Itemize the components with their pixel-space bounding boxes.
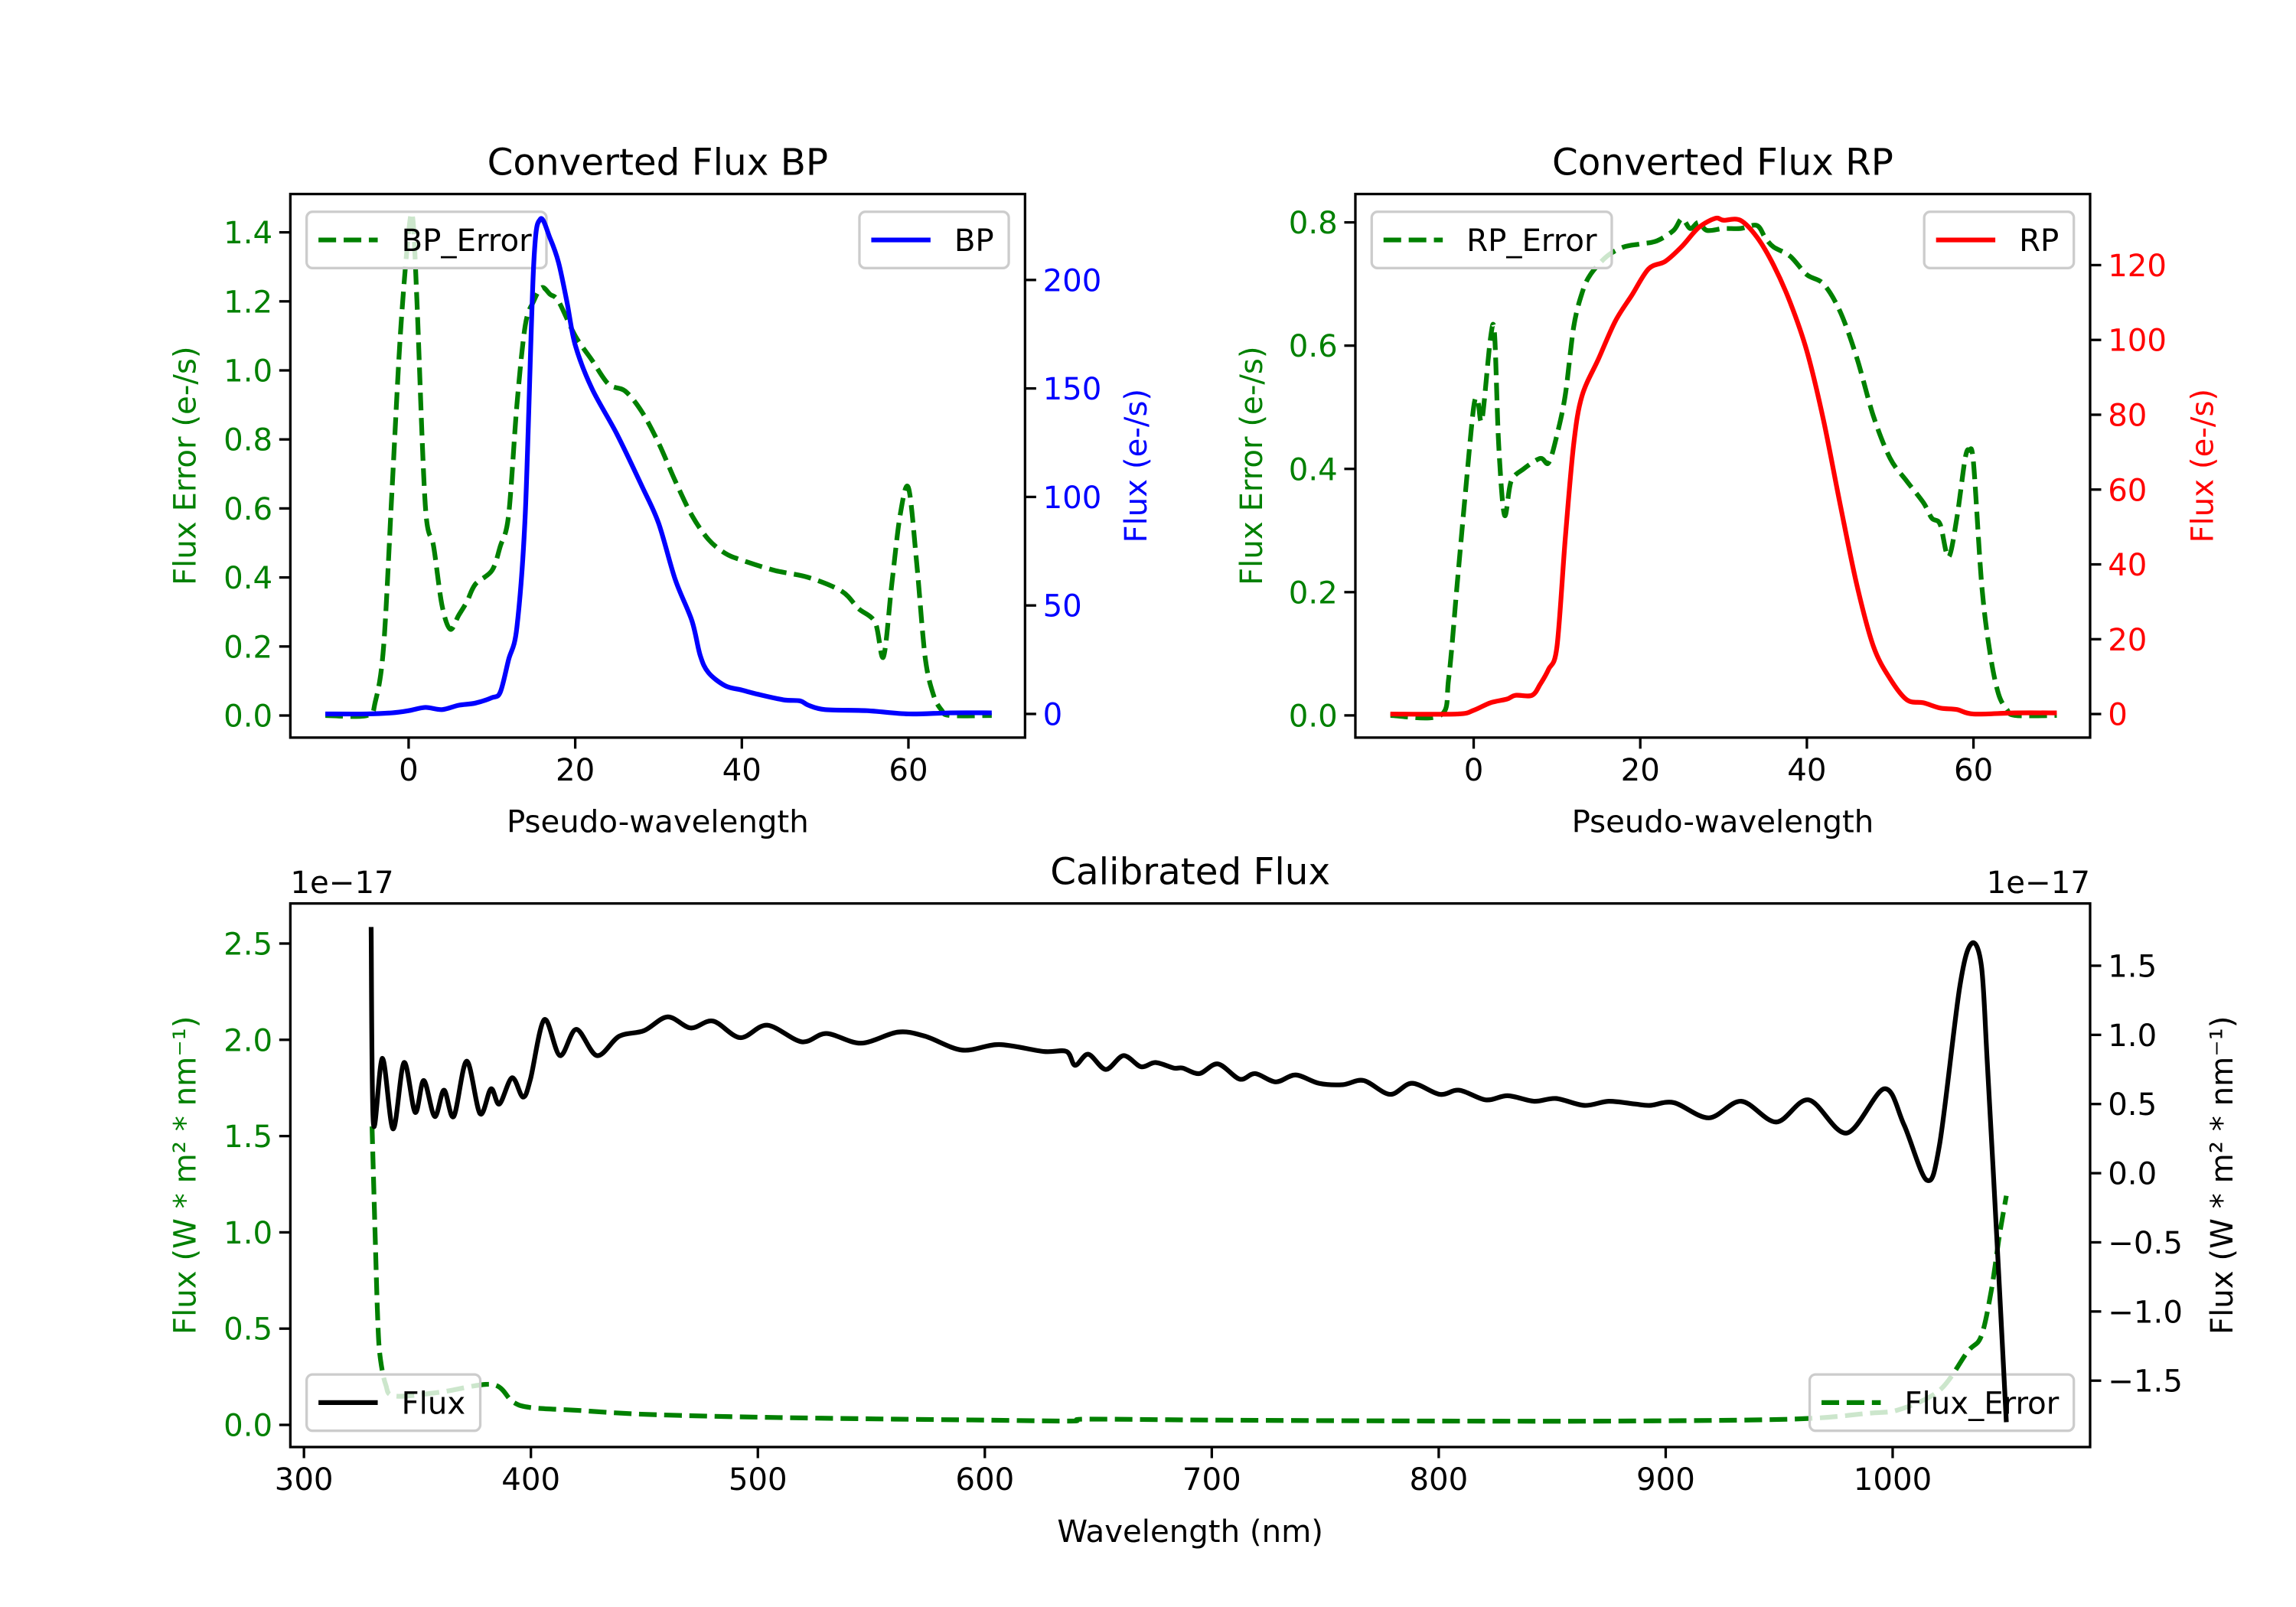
left-y-tick-label: 1.0 (223, 354, 272, 390)
left-y-tick-label: 1.2 (223, 285, 272, 320)
left-y-tick-label: 0.2 (1289, 575, 1338, 611)
right-y-tick-label: 150 (1043, 372, 1102, 407)
left-y-tick-label: 0.2 (223, 630, 272, 665)
right-y-tick-label: 0 (1043, 697, 1063, 732)
x-tick-label: 600 (955, 1462, 1014, 1498)
left-y-tick-label: 0.6 (223, 492, 272, 527)
x-tick-label: 400 (501, 1462, 560, 1498)
bp-legend: BP (858, 210, 1010, 269)
left-y-tick-label: 1.5 (223, 1120, 272, 1155)
legend-box (1370, 210, 1613, 269)
bp-series-line (325, 216, 992, 717)
legend-box (305, 210, 548, 269)
right-y-tick-label: −1.5 (2108, 1364, 2183, 1400)
left-y-tick-label: 2.5 (223, 927, 272, 962)
legend-box (1923, 210, 2076, 269)
right-y-tick-label: 0 (2108, 698, 2128, 733)
legend-label: BP_Error (402, 223, 533, 259)
x-tick-label: 40 (1787, 753, 1826, 788)
x-tick-label: 60 (1954, 753, 1993, 788)
x-tick-label: 300 (275, 1462, 334, 1498)
x-tick-label: 0 (399, 753, 419, 788)
left-y-tick-label: 1.0 (223, 1216, 272, 1251)
axes-frame (289, 192, 1026, 739)
right-y-tick-label: 200 (1043, 263, 1102, 298)
flux-series-line (368, 927, 2009, 1423)
left-y-tick-label: 1.4 (223, 216, 272, 251)
right-y-tick-label: 1.0 (2108, 1019, 2157, 1054)
x-tick-label: 1000 (1854, 1462, 1932, 1498)
left-y-axis-label: Flux Error (e-/s) (1234, 346, 1270, 585)
left-y-tick-label: 0.0 (223, 1409, 272, 1444)
left-y-tick-label: 0.4 (223, 561, 272, 596)
left-y-tick-label: 0.4 (1289, 452, 1338, 487)
right-y-tick-label: −0.5 (2108, 1226, 2183, 1261)
right-y-tick-label: 1.5 (2108, 949, 2157, 984)
rp-series-line (1390, 215, 2057, 717)
x-tick-label: 500 (729, 1462, 788, 1498)
calibrated-flux-panel: Calibrated Flux Wavelength (nm) Flux (W * … (168, 850, 2239, 1549)
legend-label: BP (954, 223, 994, 259)
right-y-axis-label: Flux (W * m² * nm⁻¹) (2205, 1016, 2240, 1335)
legend-label: RP (2019, 223, 2059, 259)
rp-legend: RP (1923, 210, 2076, 269)
x-tick-label: 800 (1409, 1462, 1468, 1498)
left-y-axis-label: Flux Error (e-/s) (168, 346, 203, 585)
right-y-tick-label: 40 (2108, 548, 2147, 583)
x-tick-label: 20 (1621, 753, 1660, 788)
right-y-tick-label: 80 (2108, 398, 2147, 433)
right-y-tick-label: 0.0 (2108, 1157, 2157, 1192)
right-axis-offset-text: 1e−17 (1987, 865, 2090, 901)
axes-frame (289, 902, 2092, 1449)
converted-flux-rp-panel: Converted Flux RP Pseudo-wavelength Flux E… (1234, 141, 2221, 839)
x-tick-label: 700 (1182, 1462, 1241, 1498)
right-y-tick-label: 20 (2108, 623, 2147, 658)
left-y-tick-label: 0.5 (223, 1312, 272, 1348)
flux-legend: Flux (305, 1373, 482, 1433)
legend-label: Flux (402, 1386, 466, 1421)
chart-title: Converted Flux RP (1552, 141, 1893, 184)
legend-label: Flux_Error (1904, 1386, 2059, 1421)
x-tick-label: 40 (722, 753, 762, 788)
right-y-tick-label: 100 (2108, 324, 2167, 359)
left-y-tick-label: 0.8 (1289, 206, 1338, 241)
x-axis-label: Pseudo-wavelength (1572, 805, 1874, 840)
right-y-axis-label: Flux (e-/s) (2186, 389, 2221, 543)
rp-error-series-line (1390, 216, 2057, 721)
x-axis-label: Wavelength (nm) (1057, 1514, 1323, 1550)
bp-error-legend: BP_Error (305, 210, 548, 269)
x-tick-label: 900 (1636, 1462, 1695, 1498)
right-y-axis-label: Flux (e-/s) (1119, 389, 1154, 543)
right-y-tick-label: −1.0 (2108, 1295, 2183, 1330)
right-y-tick-label: 120 (2108, 249, 2167, 284)
left-y-tick-label: 0.8 (223, 423, 272, 458)
rp-error-legend: RP_Error (1370, 210, 1613, 269)
left-axis-offset-text: 1e−17 (290, 865, 393, 901)
x-tick-label: 20 (556, 753, 595, 788)
legend-label: RP_Error (1466, 223, 1597, 259)
left-y-tick-label: 2.0 (223, 1023, 272, 1058)
right-y-tick-label: 50 (1043, 589, 1082, 624)
axes-frame (1354, 192, 2092, 739)
left-y-tick-label: 0.0 (223, 699, 272, 735)
x-axis-label: Pseudo-wavelength (507, 805, 809, 840)
left-y-axis-label: Flux (W * m² * nm⁻¹) (168, 1016, 203, 1335)
right-y-tick-label: 0.5 (2108, 1087, 2157, 1123)
right-y-tick-label: 60 (2108, 473, 2147, 508)
chart-title: Calibrated Flux (1050, 850, 1330, 893)
x-tick-label: 0 (1464, 753, 1484, 788)
legend-box (858, 210, 1010, 269)
legend-box (305, 1373, 482, 1433)
flux-error-legend: Flux_Error (1808, 1373, 2076, 1433)
left-y-tick-label: 0.6 (1289, 329, 1338, 364)
chart-title: Converted Flux BP (488, 141, 828, 184)
right-y-tick-label: 100 (1043, 481, 1102, 516)
x-tick-label: 60 (889, 753, 928, 788)
left-y-tick-label: 0.0 (1289, 699, 1338, 734)
converted-flux-bp-panel: Converted Flux BP Pseudo-wavelength Flux E… (168, 141, 1154, 839)
